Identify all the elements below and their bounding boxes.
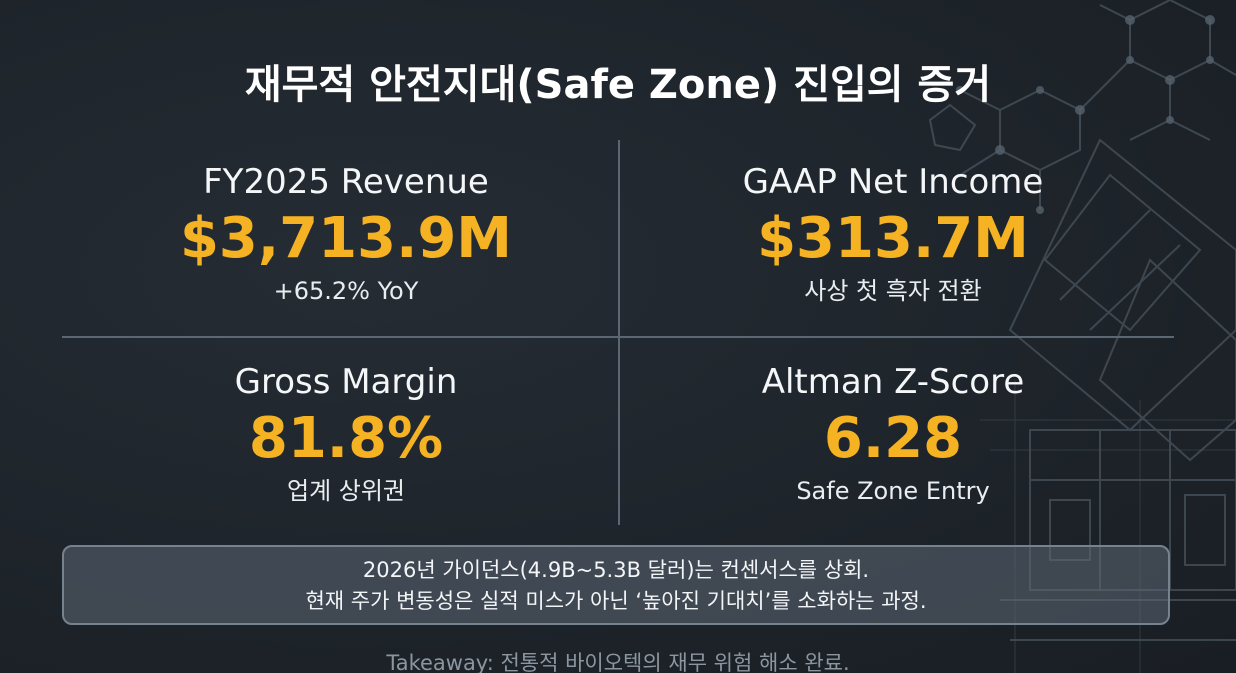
vertical-divider <box>618 140 620 525</box>
metric-value: $313.7M <box>757 206 1029 271</box>
metric-value: 6.28 <box>823 406 963 471</box>
metric-subtext: 사상 첫 흑자 전환 <box>804 277 982 305</box>
metric-label: Altman Z-Score <box>761 362 1025 402</box>
guidance-note-box: 2026년 가이던스(4.9B~5.3B 달러)는 컨센서스를 상회. 현재 주… <box>62 545 1170 625</box>
metric-gross-margin: Gross Margin 81.8% 업계 상위권 <box>66 360 626 508</box>
takeaway-text: Takeaway: 전통적 바이오텍의 재무 위험 해소 완료. <box>386 651 850 673</box>
metric-altman-z-score: Altman Z-Score 6.28 Safe Zone Entry <box>613 360 1173 508</box>
page-title: 재무적 안전지대(Safe Zone) 진입의 증거 <box>244 62 992 108</box>
metric-label: Gross Margin <box>234 362 458 402</box>
metric-subtext: Safe Zone Entry <box>796 477 990 505</box>
metric-label: GAAP Net Income <box>742 162 1044 202</box>
metric-label: FY2025 Revenue <box>203 162 489 202</box>
metric-subtext: +65.2% YoY <box>273 277 419 305</box>
guidance-note-line-1: 2026년 가이던스(4.9B~5.3B 달러)는 컨센서스를 상회. <box>362 558 870 582</box>
metric-subtext: 업계 상위권 <box>286 477 406 505</box>
metric-value: $3,713.9M <box>179 206 513 271</box>
metric-revenue: FY2025 Revenue $3,713.9M +65.2% YoY <box>66 160 626 308</box>
guidance-note-line-2: 현재 주가 변동성은 실적 미스가 아닌 ‘높아진 기대치’를 소화하는 과정. <box>305 589 927 613</box>
metric-net-income: GAAP Net Income $313.7M 사상 첫 흑자 전환 <box>613 160 1173 308</box>
metric-value: 81.8% <box>248 406 444 471</box>
horizontal-divider <box>62 336 1174 338</box>
